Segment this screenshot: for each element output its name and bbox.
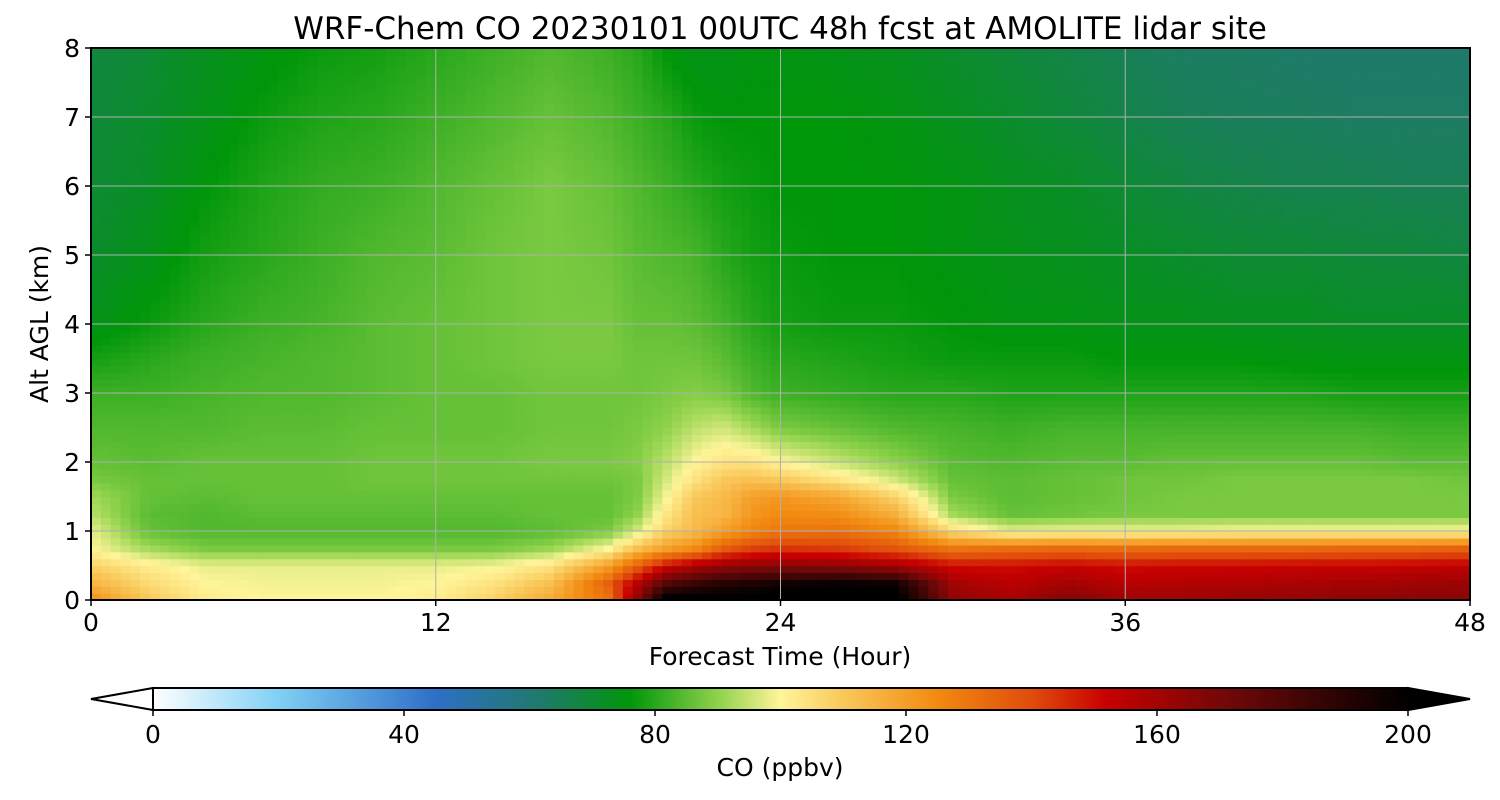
y-tick-label: 0	[64, 586, 80, 615]
colorbar-low-extension	[90, 686, 154, 712]
x-axis: 0 12 24 36 48	[83, 600, 1486, 637]
y-tick-label: 7	[64, 103, 80, 132]
colorbar-ticks: 0 40 80 120 160 200	[145, 710, 1432, 749]
colorbar: 0 40 80 120 160 200	[90, 686, 1471, 749]
colorbar-frame	[152, 687, 1409, 711]
x-tick-label: 24	[765, 608, 797, 637]
colorbar-label: CO (ppbv)	[717, 753, 844, 782]
colorbar-high-extension	[1407, 686, 1471, 712]
colorbar-tick-label: 160	[1133, 720, 1181, 749]
colorbar-tick-label: 200	[1384, 720, 1432, 749]
y-tick-label: 5	[64, 241, 80, 270]
y-axis-label: Alt AGL (km)	[25, 245, 54, 403]
y-tick-label: 8	[64, 34, 80, 63]
colorbar-tick-label: 80	[639, 720, 671, 749]
colorbar-gradient	[153, 688, 1408, 710]
y-tick-label: 1	[64, 517, 80, 546]
x-tick-label: 48	[1454, 608, 1486, 637]
x-tick-label: 36	[1109, 608, 1141, 637]
y-tick-label: 4	[64, 310, 80, 339]
x-tick-label: 0	[83, 608, 99, 637]
y-tick-label: 3	[64, 379, 80, 408]
y-tick-label: 6	[64, 172, 80, 201]
chart-title: WRF-Chem CO 20230101 00UTC 48h fcst at A…	[293, 11, 1267, 47]
x-tick-label: 12	[420, 608, 452, 637]
colorbar-tick-label: 0	[145, 720, 161, 749]
colorbar-tick-label: 120	[882, 720, 930, 749]
y-tick-label: 2	[64, 448, 80, 477]
x-axis-label: Forecast Time (Hour)	[649, 642, 912, 671]
colorbar-tick-label: 40	[388, 720, 420, 749]
y-axis: 0 1 2 3 4 5 6 7 8	[64, 34, 91, 615]
co-heatmap	[91, 48, 1470, 600]
